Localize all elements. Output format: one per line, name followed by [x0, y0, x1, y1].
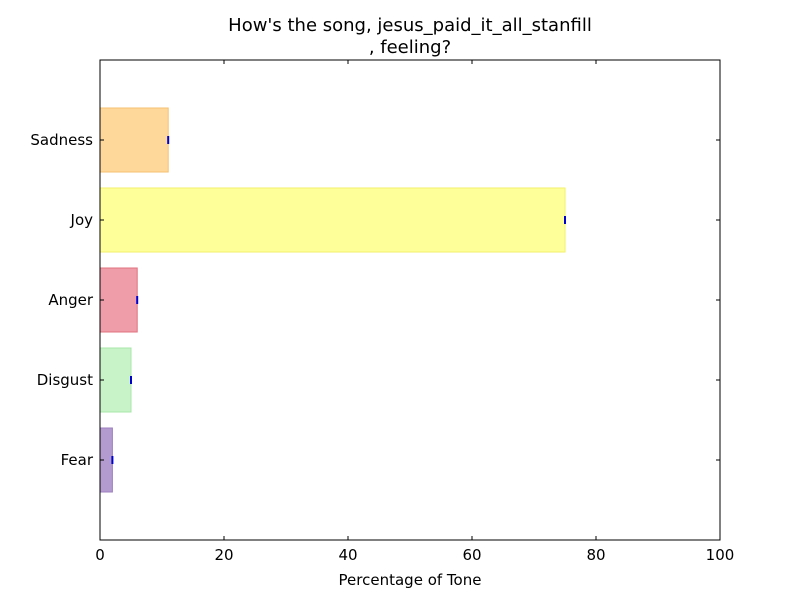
x-tick-label-80: 80: [586, 546, 605, 564]
y-tick-label-joy: Joy: [70, 211, 94, 229]
error-markers-group: [111, 136, 566, 464]
x-tick-label-40: 40: [338, 546, 357, 564]
bar-joy: [99, 187, 566, 253]
bars-group: [99, 107, 566, 493]
bar-sadness: [99, 107, 169, 173]
x-tick-label-20: 20: [214, 546, 233, 564]
y-tick-label-disgust: Disgust: [37, 371, 93, 389]
plot-frame: [99, 59, 721, 541]
y-axis-ticks: Fear Disgust Anger Joy Sadness: [30, 131, 720, 469]
y-tick-label-anger: Anger: [48, 291, 94, 309]
chart-title-line-1: How's the song, jesus_paid_it_all_stanfi…: [228, 15, 592, 36]
chart-title-line-2: , feeling?: [369, 37, 451, 58]
x-tick-label-60: 60: [462, 546, 481, 564]
x-axis-label: Percentage of Tone: [339, 571, 482, 589]
x-tick-label-0: 0: [95, 546, 105, 564]
y-tick-label-sadness: Sadness: [30, 131, 93, 149]
y-tick-label-fear: Fear: [61, 451, 94, 469]
x-tick-label-100: 100: [706, 546, 735, 564]
bar-anger: [99, 267, 138, 333]
x-axis-ticks: 0 20 40 60 80 100: [95, 60, 734, 564]
bar-disgust: [99, 347, 132, 413]
